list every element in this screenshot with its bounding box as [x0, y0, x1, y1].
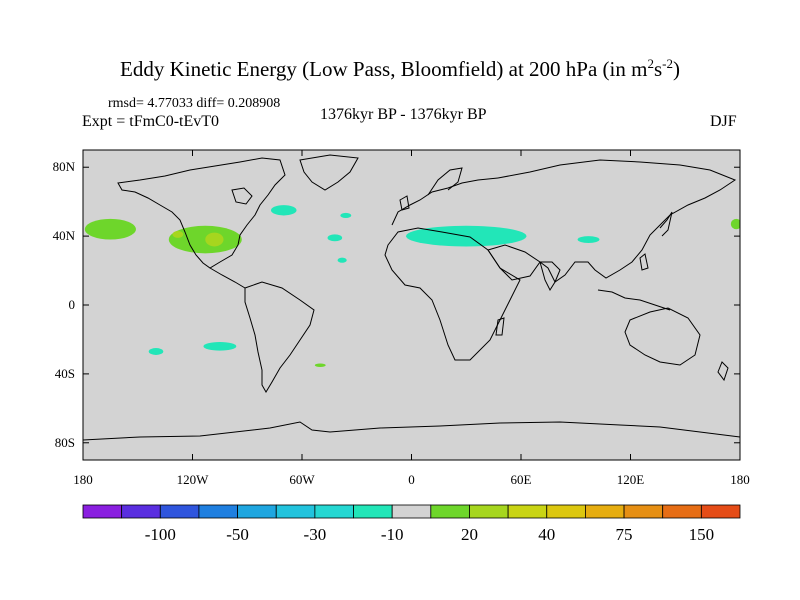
india-coast	[539, 261, 561, 292]
anomaly-north-pacific-core-west	[172, 230, 184, 238]
indonesia-coast	[597, 289, 671, 311]
coastline-layer	[83, 154, 740, 441]
colorbar-swatch	[546, 504, 586, 519]
colorbar-swatch	[237, 504, 277, 519]
y-tick-label: 40N	[53, 228, 76, 243]
y-tick-label: 80S	[55, 435, 75, 450]
experiment-label: Expt = tFmC0-tEvT0	[82, 113, 220, 130]
colorbar-swatch	[662, 504, 702, 519]
x-tick-label: 60E	[511, 472, 532, 487]
x-tick-label: 120E	[617, 472, 645, 487]
x-tick-label: 180	[730, 472, 750, 487]
period-label: 1376kyr BP - 1376kyr BP	[320, 106, 487, 123]
anomaly-atlantic-30n-negative	[337, 257, 347, 263]
colorbar-label: -100	[145, 525, 176, 544]
colorbar-label: -30	[304, 525, 327, 544]
colorbar-swatch	[623, 504, 664, 519]
colorbar-label: 40	[538, 525, 555, 544]
colorbar-swatch	[314, 504, 354, 519]
colorbar-label: 75	[616, 525, 633, 544]
y-tick-label: 80N	[53, 159, 76, 174]
colorbar-swatch	[198, 504, 238, 519]
arabia-coast	[487, 244, 541, 281]
colorbar-swatch	[275, 504, 316, 519]
x-tick-label: 120W	[177, 472, 210, 487]
japan-coast	[659, 211, 673, 237]
asia-coast	[497, 159, 737, 283]
north-america-coast	[117, 157, 286, 269]
colorbar-label: 20	[461, 525, 478, 544]
colorbar-swatch	[469, 504, 509, 519]
colorbar-swatch	[82, 504, 123, 519]
scandinavia-coast	[427, 167, 463, 196]
map-background	[83, 150, 740, 460]
y-tick-label: 0	[69, 297, 76, 312]
x-tick-label: 0	[408, 472, 415, 487]
chart-title: Eddy Kinetic Energy (Low Pass, Bloomfiel…	[120, 56, 680, 81]
colorbar-swatch	[353, 504, 393, 519]
colorbar-swatch	[430, 504, 470, 519]
australia-coast	[624, 307, 701, 366]
x-tick-label: 60W	[289, 472, 315, 487]
philippines-coast	[639, 253, 649, 271]
central-america-coast	[209, 267, 246, 289]
season-label: DJF	[710, 113, 737, 130]
hudson-bay-coast	[231, 187, 253, 205]
anomaly-dateline-east-positive	[730, 218, 740, 230]
anomaly-south-pacific-negative	[148, 348, 164, 355]
anomaly-labrador-negative	[270, 205, 297, 216]
colorbar-swatch	[585, 504, 625, 519]
colorbar: -100 -50 -30 -10 20 40 75 150	[82, 504, 741, 544]
y-tick-label: 40S	[55, 366, 75, 381]
anomaly-north-pacific-positive-west	[84, 218, 136, 240]
madagascar-coast	[495, 317, 505, 336]
anomaly-tibet-negative	[577, 236, 600, 243]
stats-label: rmsd= 4.77033 diff= 0.208908	[108, 96, 281, 111]
anomaly-north-atlantic-negative-a	[340, 212, 352, 219]
anomaly-southeast-pacific-negative	[203, 342, 237, 351]
x-axis: 180 120W 60W 0 60E 120E 180	[73, 150, 750, 487]
colorbar-label: -50	[226, 525, 249, 544]
antarctica-coast	[83, 421, 740, 441]
south-america-coast	[244, 281, 315, 393]
colorbar-label: 150	[689, 525, 715, 544]
colorbar-swatch	[700, 504, 741, 519]
britain-coast	[399, 195, 410, 211]
colorbar-swatch	[159, 504, 200, 519]
anomaly-south-atlantic-positive	[314, 363, 326, 367]
colorbar-label: -10	[381, 525, 404, 544]
colorbar-swatch	[121, 504, 161, 519]
anomaly-north-pacific-core	[205, 232, 224, 247]
new-zealand-coast	[717, 361, 729, 382]
anomaly-north-atlantic-negative-b	[327, 234, 343, 242]
africa-coast	[384, 227, 521, 361]
colorbar-swatch	[507, 504, 548, 519]
x-tick-label: 180	[73, 472, 93, 487]
y-axis: 80N 40N 0 40S 80S	[53, 159, 740, 450]
colorbar-swatch	[391, 504, 432, 519]
greenland-coast	[299, 154, 359, 191]
